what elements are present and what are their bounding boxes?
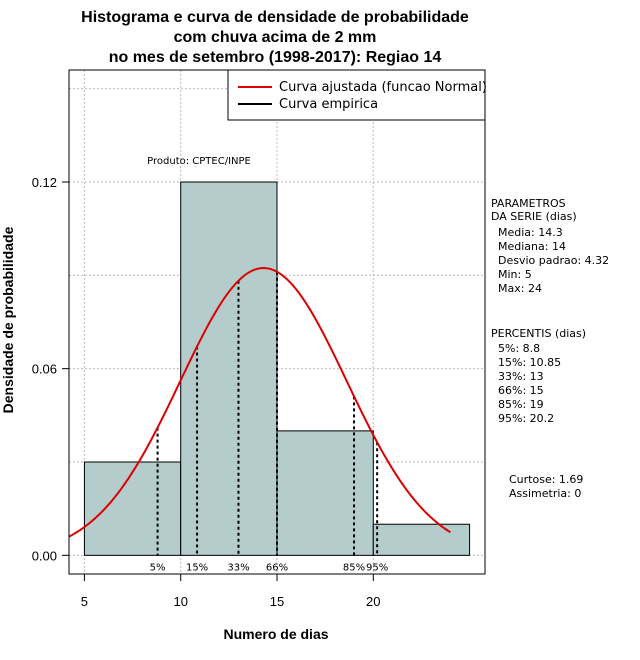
x-tick-label-10: 10 xyxy=(173,594,187,609)
normal-curve xyxy=(68,267,451,538)
percentile-label-1: 5% xyxy=(150,562,166,573)
percentile-label-2: 15% xyxy=(186,562,208,573)
percentil-33: 33%: 13 xyxy=(498,370,544,383)
legend-label-empirical: Curva empirica xyxy=(279,97,378,112)
x-axis: 5 10 15 20 xyxy=(81,573,381,609)
percentile-lines: 5% 15% 33% 66% 85% 95% xyxy=(150,271,388,573)
y-tick-label-1: 0.06 xyxy=(32,362,57,377)
x-axis-label: Numero de dias xyxy=(223,626,328,642)
normal-curve-line xyxy=(68,267,451,538)
chart-title-line-1: Histograma e curva de densidade de proba… xyxy=(81,9,469,26)
percentil-5: 5%: 8.8 xyxy=(498,342,540,355)
param-mean: Media: 14.3 xyxy=(498,226,563,239)
percentis-header: PERCENTIS (dias) xyxy=(491,327,586,340)
percentil-15: 15%: 10.85 xyxy=(498,356,561,369)
legend-label-normal: Curva ajustada (funcao Normal) xyxy=(279,80,487,95)
x-tick-label-5: 5 xyxy=(81,594,88,609)
histogram-bar-2 xyxy=(180,181,278,556)
kurtosis-value: Curtose: 1.69 xyxy=(509,473,583,486)
histogram-bar-1 xyxy=(83,461,182,556)
percentile-label-4: 66% xyxy=(266,562,288,573)
y-axis: 0.00 0.06 0.12 xyxy=(32,175,70,563)
histogram-bar-3 xyxy=(276,430,374,556)
x-tick-label-15: 15 xyxy=(270,594,284,609)
chart-title-line-2: com chuva acima de 2 mm xyxy=(174,29,377,46)
skewness-value: Assimetria: 0 xyxy=(509,487,581,500)
y-tick-label-2: 0.12 xyxy=(32,175,57,190)
percentil-66: 66%: 15 xyxy=(498,384,544,397)
legend-box xyxy=(227,69,486,121)
params-header-line-1: PARAMETROS xyxy=(491,197,566,210)
param-max: Max: 24 xyxy=(498,282,542,295)
legend: Curva ajustada (funcao Normal) Curva emp… xyxy=(227,69,487,121)
percentile-label-6: 95% xyxy=(366,562,388,573)
x-tick-label-20: 20 xyxy=(366,594,380,609)
chart-title-line-3: no mes de setembro (1998-2017): Regiao 1… xyxy=(109,49,442,66)
statistics-panel: PARAMETROS DA SERIE (dias) Media: 14.3 M… xyxy=(491,197,609,500)
percentile-label-5: 85% xyxy=(343,562,365,573)
y-axis-label: Densidade de probabilidade xyxy=(0,226,16,413)
y-tick-label-0: 0.00 xyxy=(32,548,57,563)
histogram-bar-4 xyxy=(372,523,471,556)
param-sd: Desvio padrao: 4.32 xyxy=(498,254,609,267)
source-note: Produto: CPTEC/INPE xyxy=(147,156,251,167)
param-min: Min: 5 xyxy=(498,268,532,281)
percentil-85: 85%: 19 xyxy=(498,398,544,411)
percentile-label-3: 33% xyxy=(227,562,249,573)
param-median: Mediana: 14 xyxy=(498,240,566,253)
percentil-95: 95%: 20.2 xyxy=(498,412,554,425)
params-header-line-2: DA SERIE (dias) xyxy=(491,210,577,223)
